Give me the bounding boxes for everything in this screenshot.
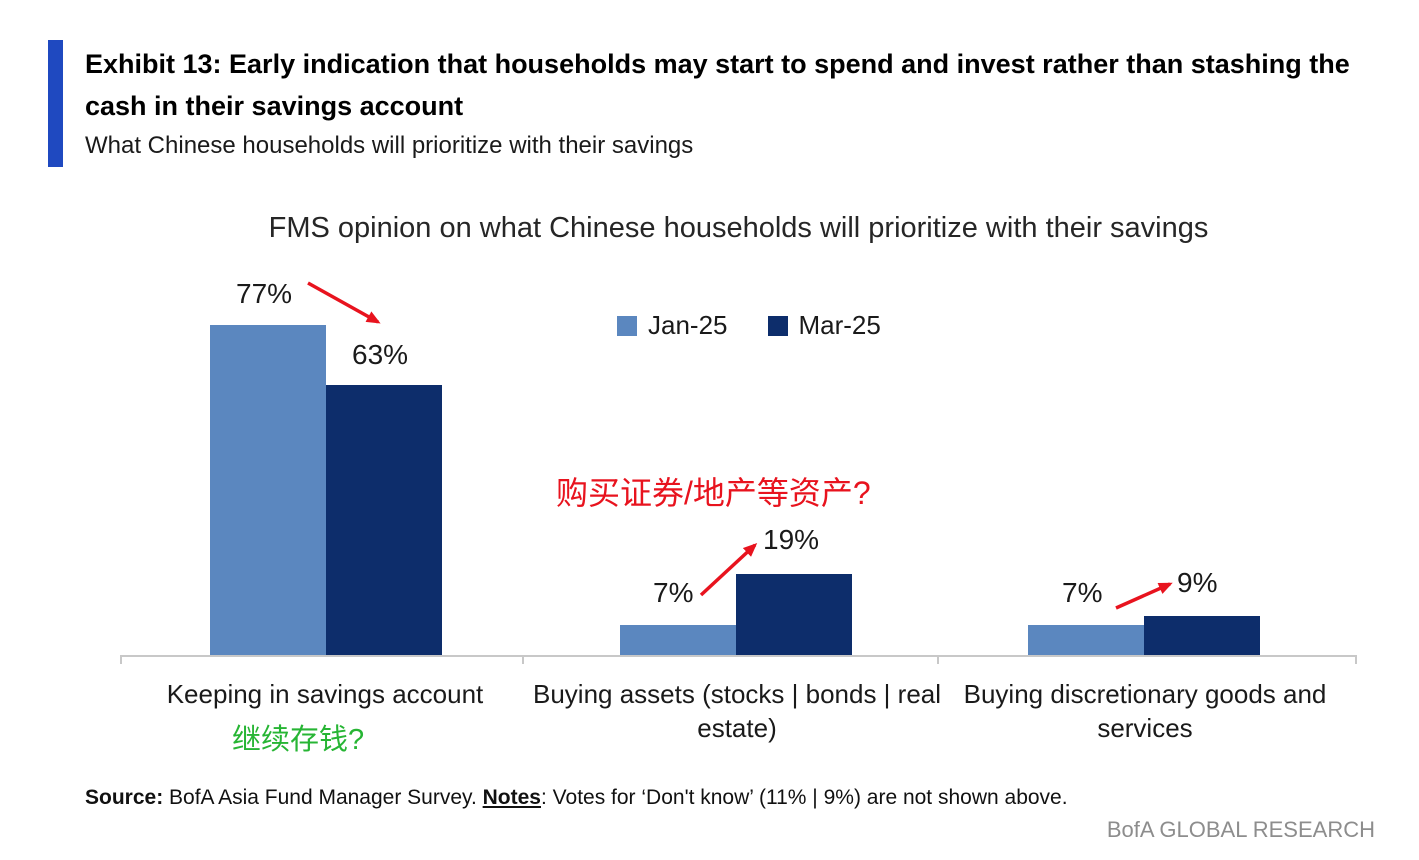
notes-text: : Votes for ‘Don't know’ (11% | 9%) are …	[541, 786, 1068, 809]
source-text: BofA Asia Fund Manager Survey.	[163, 786, 483, 809]
arrow-up-right-icon	[1115, 582, 1173, 610]
axis-tick	[120, 655, 122, 664]
title-accent-bar	[48, 40, 63, 167]
value-label-mar-assets: 19%	[763, 524, 820, 555]
legend-swatch-jan-25	[617, 315, 637, 336]
notes-label: Notes	[482, 786, 541, 809]
category-label-discretionary: Buying discretionary goods and services	[963, 679, 1327, 744]
annotation-keep-saving-cn: 继续存钱?	[232, 724, 365, 756]
chart-title: FMS opinion on what Chinese households w…	[268, 212, 1209, 244]
bar-mar-25-category-0	[326, 385, 442, 655]
bar-mar-25-category-1	[736, 574, 852, 655]
legend-item-mar-25: Mar-25	[767, 310, 881, 341]
value-label-jan-discretionary: 7%	[1062, 577, 1103, 608]
bar-mar-25-category-2	[1144, 616, 1260, 655]
exhibit-subtitle: What Chinese households will prioritize …	[85, 132, 694, 159]
legend-label-mar-25: Mar-25	[798, 310, 881, 340]
bar-group-buying-assets	[620, 225, 852, 655]
source-note: Source: BofA Asia Fund Manager Survey. N…	[85, 786, 1068, 810]
x-axis-line	[120, 655, 1357, 657]
value-label-mar-discretionary: 9%	[1177, 567, 1218, 598]
category-label-savings: Keeping in savings account	[166, 679, 484, 709]
bar-jan-25-category-1	[620, 625, 736, 655]
arrow-up-right-icon	[699, 542, 758, 597]
bar-jan-25-category-0	[210, 325, 326, 655]
value-label-jan-assets: 7%	[653, 577, 694, 608]
value-label-jan-savings: 77%	[236, 278, 293, 309]
legend-item-jan-25: Jan-25	[617, 310, 728, 341]
category-label-buying-assets: Buying assets (stocks | bonds | real est…	[532, 679, 942, 744]
bar-group-discretionary	[1028, 225, 1260, 655]
chart-legend: Jan-25 Mar-25	[617, 310, 881, 341]
bofa-global-research-brand: BofA GLOBAL RESEARCH	[1106, 817, 1375, 842]
axis-tick	[937, 655, 939, 664]
axis-tick	[522, 655, 524, 664]
value-label-mar-savings: 63%	[352, 339, 409, 370]
bar-group-savings	[210, 225, 442, 655]
axis-tick	[1355, 655, 1357, 664]
arrow-down-right-icon	[307, 281, 381, 324]
legend-swatch-mar-25	[767, 315, 788, 336]
exhibit-title: Exhibit 13: Early indication that househ…	[85, 49, 1350, 121]
bar-jan-25-category-2	[1028, 625, 1144, 655]
annotation-buy-assets-cn: 购买证券/地产等资产?	[556, 475, 871, 511]
legend-label-jan-25: Jan-25	[648, 310, 728, 340]
source-label: Source:	[85, 786, 164, 809]
